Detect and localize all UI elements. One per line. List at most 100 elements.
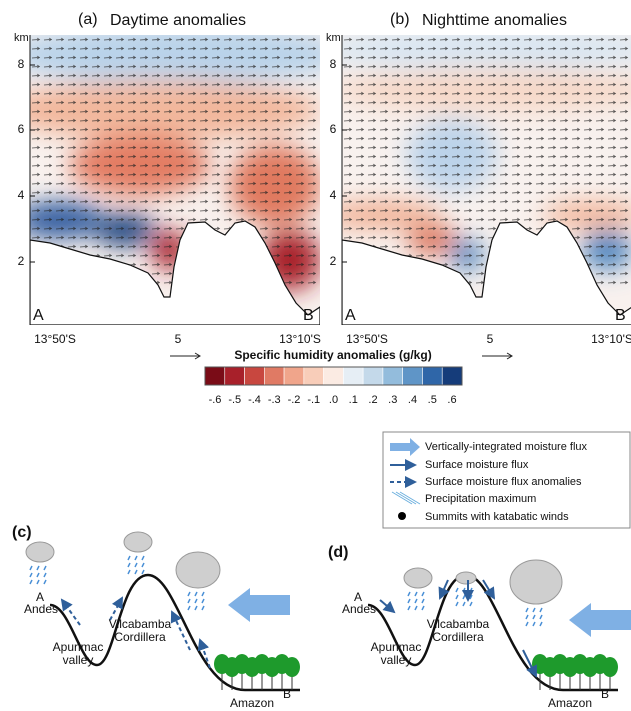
rain: [127, 569, 131, 575]
cloud: [509, 559, 563, 605]
legend-symbol: [391, 491, 421, 505]
rain: [187, 591, 191, 597]
flux-arrow: [197, 638, 211, 669]
schematics: (c)AAndesApurimacvalleyVilcabambaCordill…: [12, 524, 631, 710]
legend: Vertically-integrated moisture flux Surf…: [382, 431, 631, 529]
valley-label: valley: [381, 653, 412, 667]
rain: [36, 572, 40, 578]
start-name: Andes: [24, 602, 58, 616]
y-tick-label: 8: [330, 57, 337, 71]
rain: [43, 565, 47, 571]
rain: [134, 555, 138, 561]
panel: (a) Daytime anomalies km 8 6 4 2 13°50'S 5 13°10'…: [14, 11, 321, 346]
cloud: [25, 541, 55, 563]
colorbar-swatch: [402, 366, 423, 386]
rain: [194, 598, 198, 604]
y-tick-label: 6: [18, 122, 25, 136]
legend-label: Surface moisture flux: [425, 459, 529, 471]
panel-label: (b): [390, 11, 410, 28]
cloud: [455, 571, 477, 585]
rain: [462, 587, 466, 593]
integrated-flux-arrow: [228, 588, 290, 622]
x-tick-label: 13°10'S: [591, 332, 631, 346]
valley-label: Apurimac: [371, 640, 422, 654]
rain: [127, 555, 131, 561]
terrain: [342, 220, 631, 325]
direction-arrow: [170, 352, 201, 360]
colorbar: -.6 -.5 -.4 -.3 -.2 -.1 .0 .1 .2 .3 .4 .5 .6: [204, 366, 463, 406]
y-tick-label: 6: [330, 122, 337, 136]
x-tick-label: 5: [175, 332, 182, 346]
rain: [194, 591, 198, 597]
section-start: A: [345, 307, 356, 324]
rain: [407, 598, 411, 604]
rain: [29, 572, 33, 578]
rain: [407, 605, 411, 611]
cloud: [403, 567, 433, 589]
colorbar-label: .3: [388, 394, 397, 406]
section-start: A: [33, 307, 44, 324]
axis-unit: km: [326, 32, 341, 44]
ridge-label: Cordillera: [114, 630, 166, 644]
flux-arrow: [482, 579, 496, 600]
topography: [49, 573, 300, 692]
rain: [532, 607, 536, 613]
rain: [455, 587, 459, 593]
colorbar-swatch: [343, 366, 364, 386]
rain: [201, 598, 205, 604]
rain: [187, 598, 191, 604]
panel: (b) Nighttime anomalies km 8 6 4 2 13°50'S 5 13°1…: [326, 11, 631, 346]
legend-box: [382, 431, 631, 529]
rain: [421, 598, 425, 604]
rain: [525, 614, 529, 620]
axis-unit: km: [14, 32, 29, 44]
end-label: B: [601, 687, 609, 701]
colorbar-label: -.6: [209, 394, 222, 406]
rain: [141, 569, 145, 575]
rain: [201, 605, 205, 611]
rain: [134, 569, 138, 575]
rain: [141, 562, 145, 568]
start-label: A: [354, 590, 362, 604]
rain: [469, 594, 473, 600]
y-tick-label: 8: [18, 57, 25, 71]
legend-symbol: [398, 512, 406, 520]
rain: [414, 591, 418, 597]
colorbar-swatch: [441, 366, 463, 386]
tree-crown: [284, 657, 300, 677]
panel-title: Daytime anomalies: [110, 12, 246, 29]
colorbar-label: .4: [408, 394, 417, 406]
colorbar-swatch: [382, 366, 403, 386]
rain: [194, 605, 198, 611]
rain: [525, 607, 529, 613]
legend-symbol: [390, 438, 420, 456]
ridge-label: Vilcabamba: [109, 617, 172, 631]
colorbar-swatch: [323, 366, 344, 386]
y-tick-label: 4: [330, 188, 337, 202]
valley-label: valley: [63, 653, 94, 667]
rain: [532, 614, 536, 620]
rain: [469, 587, 473, 593]
flux-arrow: [438, 579, 450, 600]
legend-label: Surface moisture flux anomalies: [425, 476, 582, 488]
terrain: [30, 220, 320, 325]
panel-label: (a): [78, 11, 98, 28]
end-label: B: [283, 687, 291, 701]
colorbar-label: -.5: [228, 394, 241, 406]
flux-arrow: [60, 598, 81, 626]
valley-label: Apurimac: [53, 640, 104, 654]
rain: [407, 591, 411, 597]
rain: [421, 605, 425, 611]
section-end: B: [303, 307, 314, 324]
rain: [532, 621, 536, 627]
rain: [539, 621, 543, 627]
flux-arrow: [522, 649, 537, 678]
colorbar-label: -.1: [307, 394, 320, 406]
colorbar-swatch: [422, 366, 443, 386]
colorbar-swatch: [204, 366, 226, 386]
rain: [462, 594, 466, 600]
start-name: Andes: [342, 602, 376, 616]
